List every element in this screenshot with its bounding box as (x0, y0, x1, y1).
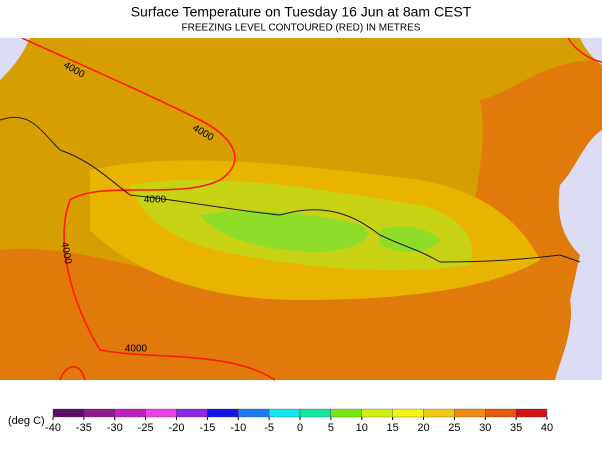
colorbar-segment (145, 408, 177, 418)
sea-northwest (0, 38, 30, 80)
sea-northeast (580, 38, 602, 65)
colorbar-label: 0 (297, 422, 303, 434)
colorbar-segment (454, 408, 486, 418)
colorbar-label: -35 (76, 422, 92, 434)
colorbar-label: 35 (510, 422, 522, 434)
colorbar-label: 30 (479, 422, 491, 434)
colorbar-label: -20 (169, 422, 185, 434)
contour-line (59, 366, 86, 381)
colorbar-unit: (deg C) (8, 415, 45, 427)
border-line (0, 116, 581, 263)
freezing-contours (21, 37, 602, 381)
colorbar-segment (238, 408, 270, 418)
colorbar-segment (114, 408, 146, 418)
title: Surface Temperature on Tuesday 16 Jun at… (131, 4, 472, 20)
contour-line (21, 37, 276, 381)
high-mountains-east (380, 226, 440, 252)
colorbar-segment (207, 408, 239, 418)
colorbar-segment (392, 408, 424, 418)
colorbar-segment (83, 408, 115, 418)
colorbar-label: 10 (356, 422, 368, 434)
colorbar-segment (52, 408, 85, 418)
title-band (0, 0, 602, 38)
contour-label: 4000 (144, 195, 167, 206)
subtitle: FREEZING LEVEL CONTOURED (RED) IN METRES (182, 23, 421, 34)
colorbar-segment (330, 408, 362, 418)
colorbar-segment (176, 408, 208, 418)
colorbar-segment (299, 408, 332, 418)
contour-label: 4000 (59, 241, 74, 265)
colorbar-label: 40 (541, 422, 553, 434)
colorbar-segment (268, 408, 301, 418)
colorbar-label: 5 (328, 422, 334, 434)
high-mountains (200, 210, 368, 252)
contour-line (567, 37, 602, 63)
colorbar-label: 15 (387, 422, 399, 434)
colorbar: (deg C) -40 -35 -30 -25 -20 -15 -10 -5 0 5 10 15 20 2… (8, 408, 553, 434)
contour-label: 4000 (125, 344, 148, 355)
colorbar-label: -30 (107, 422, 123, 434)
sea-east (555, 130, 602, 380)
colorbar-segment (515, 408, 548, 418)
colorbar-segment (423, 408, 455, 418)
colorbar-label: 25 (448, 422, 460, 434)
map: 4000 4000 4000 4000 4000 (0, 37, 602, 381)
colorbar-label: -15 (199, 422, 215, 434)
colorbar-label: -5 (264, 422, 274, 434)
colorbar-label: -10 (230, 422, 246, 434)
colorbar-label: -25 (138, 422, 154, 434)
colorbar-label: -40 (45, 422, 61, 434)
colorbar-label: 20 (417, 422, 429, 434)
colorbar-segment (361, 408, 393, 418)
colorbar-segment (485, 408, 517, 418)
